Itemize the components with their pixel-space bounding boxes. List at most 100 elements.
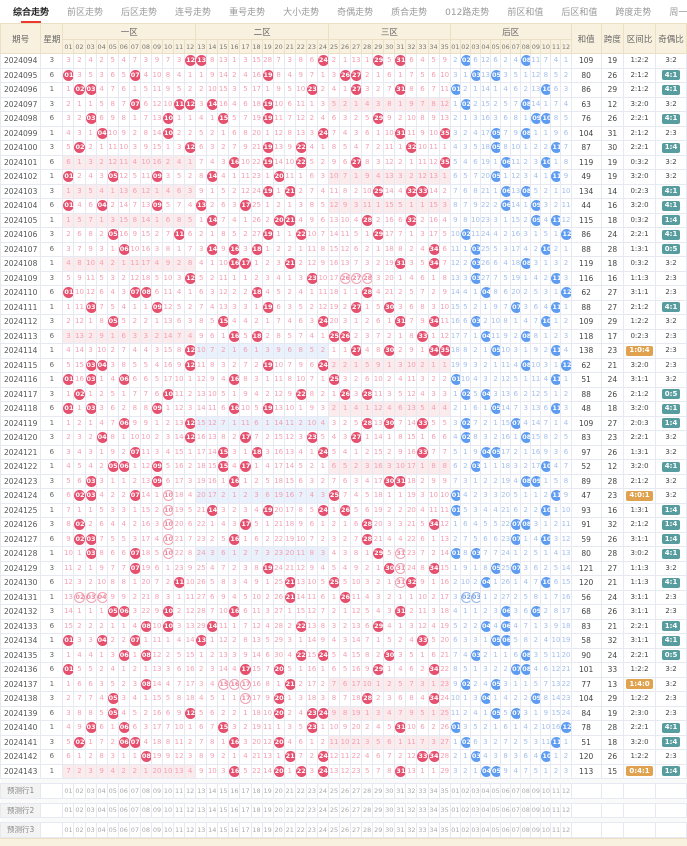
front-cell-12: 1	[184, 67, 197, 83]
front-cell-32: 1	[405, 198, 418, 214]
back-cell-2: 02	[459, 386, 471, 402]
back-cell-9: 15	[530, 430, 542, 446]
odd-even-cell: 3:2	[655, 473, 687, 489]
nav-tab-7[interactable]: 奇偶走势	[337, 8, 374, 18]
week-cell: 1	[40, 343, 64, 359]
week-cell: 6	[40, 285, 64, 301]
odd-even-badge: 4:1	[661, 403, 681, 414]
front-cell-27: 7	[350, 256, 363, 272]
front-cell-35: 4	[438, 212, 451, 228]
nav-tab-3[interactable]: 后区走势	[121, 8, 158, 18]
front-cell-5: 3	[106, 270, 119, 286]
back-ball-2: 02	[461, 678, 471, 690]
front-cell-5: 9	[106, 111, 119, 127]
prediction-num: 07	[510, 822, 522, 838]
front-cell-30: 14	[383, 183, 396, 199]
header-num: 12	[184, 39, 197, 54]
nav-tab-11[interactable]: 后区和值	[561, 8, 598, 18]
odd-even-badge: 1:4	[661, 766, 681, 777]
header-num: 14	[206, 39, 219, 54]
front-cell-11: 11	[173, 734, 186, 750]
back-cell-5: 1	[490, 357, 502, 373]
front-cell-10: 9	[161, 256, 175, 272]
nav-tab-12[interactable]: 跨度走势	[615, 8, 652, 18]
front-cell-1: 1	[62, 415, 75, 431]
prediction-row-1: 预测行1 01 02 03 04 05 06 07 08 09 10 11 12 13 14 15 16 17 18…	[0, 783, 687, 799]
front-cell-19: 6	[261, 488, 274, 504]
front-cell-8: 18	[139, 270, 152, 286]
front-cell-30: 3	[383, 691, 396, 707]
front-cell-20: 20	[272, 705, 285, 721]
front-cell-32: 12	[405, 749, 418, 765]
front-ball-28: 28	[362, 533, 373, 545]
prediction-num: 17	[239, 822, 252, 838]
nav-tab-4[interactable]: 连号走势	[175, 8, 212, 18]
front-cell-1: 2	[62, 691, 75, 707]
front-cell-26: 5	[339, 459, 352, 475]
back-cell-10: 4	[540, 633, 552, 649]
header-num: 09	[150, 39, 163, 54]
front-cell-31: 8	[394, 241, 407, 257]
odd-even-cell: 2:3	[655, 357, 687, 373]
front-cell-8: 11	[139, 444, 152, 460]
front-cell-11: 7	[173, 328, 186, 344]
prediction-label: 预测行2	[0, 802, 42, 818]
sum-cell: 116	[570, 270, 602, 286]
front-cell-5: 9	[106, 444, 119, 460]
front-cell-31: 31	[394, 314, 407, 330]
back-cell-10: 1	[540, 763, 552, 779]
nav-tab-13[interactable]: 周一走势	[669, 8, 687, 18]
prediction-num: 10	[540, 783, 552, 799]
front-cell-31: 31	[394, 473, 407, 489]
front-cell-11: 18	[173, 488, 186, 504]
nav-tab-5[interactable]: 重号走势	[229, 8, 266, 18]
row-2024130: 2024130 6 12 3 2 10 8 8 1 20 7 2 11 10 26 5 8 3 4 9 1 25 21 13 1…	[0, 575, 687, 591]
nav-tab-10[interactable]: 前区和值	[507, 8, 544, 18]
zone-ratio-cell: 0:3:2	[622, 212, 657, 228]
back-cell-7: 17	[510, 241, 522, 257]
front-cell-4: 10	[95, 575, 108, 591]
front-cell-2: 5	[73, 662, 86, 678]
front-cell-15: 8	[217, 227, 230, 243]
back-cell-9: 12	[530, 386, 542, 402]
front-cell-8: 17	[139, 256, 152, 272]
back-cell-6: 5	[500, 270, 512, 286]
front-cell-20: 19	[272, 488, 285, 504]
front-cell-3: 3	[84, 763, 97, 779]
front-cell-6: 6	[117, 328, 130, 344]
nav-tab-1[interactable]: 综合走势	[4, 5, 58, 18]
back-ball-12: 12	[561, 722, 572, 734]
prediction-num: 13	[195, 783, 208, 799]
nav-tab-2[interactable]: 前区走势	[67, 8, 104, 18]
front-ball-13: 13	[196, 635, 207, 647]
back-ball-8: 08	[521, 359, 531, 371]
header-num: 33	[416, 39, 429, 54]
front-cell-7: 5	[128, 357, 141, 373]
front-cell-1: 8	[62, 517, 75, 533]
nav-tab-8[interactable]: 质合走势	[391, 8, 428, 18]
header-num: 15	[217, 39, 230, 54]
back-cell-6: 3	[500, 676, 512, 692]
back-cell-4: 20	[479, 169, 492, 185]
back-cell-7: 15	[510, 212, 522, 228]
front-ball-11: 11	[174, 98, 185, 110]
back-cell-1: 18	[449, 343, 461, 359]
front-cell-12: 3	[184, 473, 197, 489]
front-cell-12: 9	[184, 560, 197, 576]
front-cell-24: 1	[316, 328, 329, 344]
zone-ratio-cell: 2:2:1	[622, 140, 657, 156]
back-cell-12: 11	[560, 198, 572, 214]
front-cell-11: 6	[173, 662, 186, 678]
sum-cell: 91	[570, 517, 602, 533]
front-cell-32: 3	[405, 618, 418, 634]
spacer-row	[0, 797, 687, 804]
week-cell: 6	[40, 618, 64, 634]
front-cell-23: 1	[305, 96, 318, 112]
nav-tab-6[interactable]: 大小走势	[283, 8, 320, 18]
nav-tab-9[interactable]: 012路走势	[445, 8, 490, 18]
front-cell-24: 4	[316, 560, 329, 576]
back-cell-12: 24	[560, 705, 572, 721]
front-ball-6: 06	[119, 374, 129, 386]
back-cell-6: 1	[500, 647, 512, 663]
front-cell-22: 11	[294, 96, 307, 112]
